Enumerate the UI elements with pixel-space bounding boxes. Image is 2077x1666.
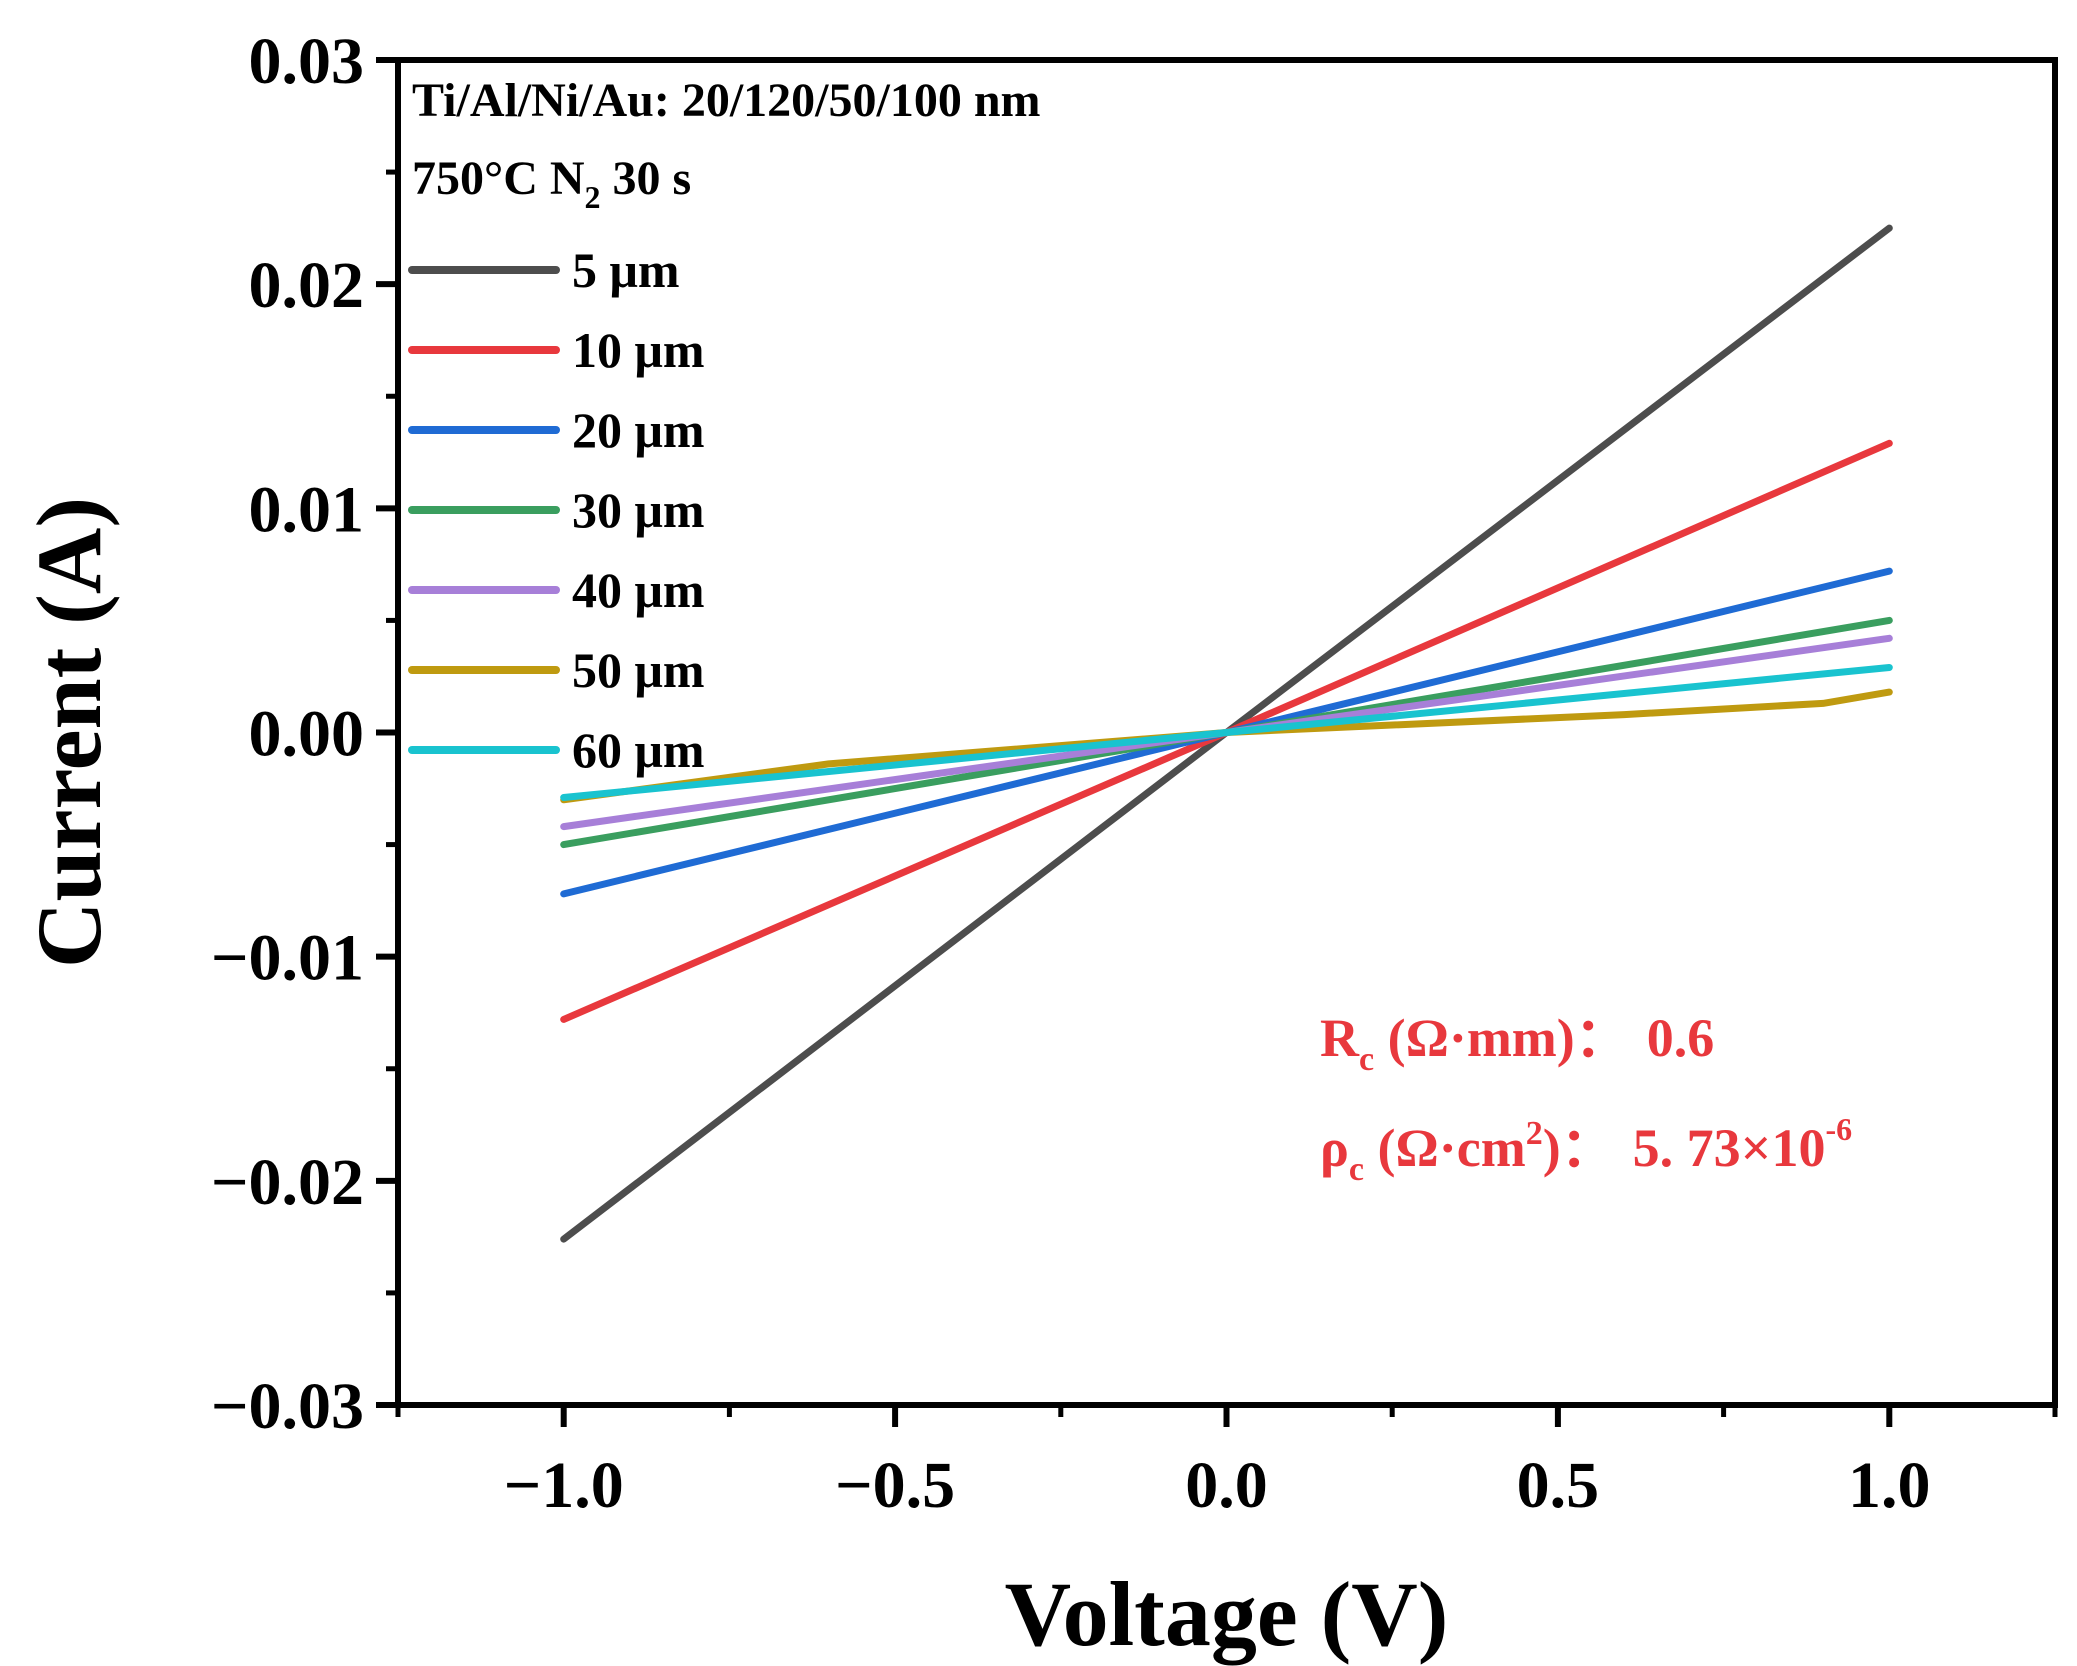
x-axis-title: Voltage (V) — [1005, 1563, 1449, 1665]
rc-unit: (Ω·mm)： — [1374, 1008, 1629, 1068]
legend-label: 60 μm — [572, 722, 705, 778]
legend-label: 20 μm — [572, 402, 705, 458]
y-axis-title: Current (A) — [18, 497, 120, 968]
x-tick-label: 0.0 — [1185, 1449, 1268, 1522]
series-line-6 — [560, 688, 1893, 804]
rho-symbol: ρ — [1320, 1118, 1349, 1178]
series-layer — [560, 224, 1893, 1243]
metal-stack-annotation: Ti/Al/Ni/Au: 20/120/50/100 nm — [412, 74, 1041, 127]
contact-resistance-annotation: Rc (Ω·mm)： 0.6 — [1320, 1008, 1714, 1078]
rho-unit: (Ω·cm — [1364, 1118, 1526, 1178]
rho-exponent: -6 — [1825, 1111, 1852, 1147]
rc-value: 0.6 — [1647, 1008, 1715, 1068]
x-tick-label: −1.0 — [504, 1449, 624, 1522]
legend-label: 30 μm — [572, 482, 705, 538]
anneal-subscript: 2 — [585, 179, 601, 215]
legend-label: 10 μm — [572, 322, 705, 378]
y-tick-label: −0.01 — [211, 922, 364, 995]
y-tick-label: 0.02 — [249, 249, 365, 322]
rho-unit-superscript: 2 — [1526, 1115, 1543, 1152]
anneal-suffix: 30 s — [601, 152, 692, 205]
x-tick-label: 1.0 — [1848, 1449, 1931, 1522]
rc-subscript: c — [1359, 1041, 1374, 1078]
rho-subscript: c — [1349, 1151, 1364, 1188]
y-tick-label: 0.03 — [249, 25, 365, 98]
y-tick-label: −0.03 — [211, 1370, 364, 1443]
legend: 5 μm 10 μm 20 μm 30 μm 40 μm 50 μm 60 μm — [408, 242, 705, 778]
anneal-annotation: 750°C N2 30 s — [412, 152, 691, 215]
specific-contact-resistivity-annotation: ρc (Ω·cm2)： 5. 73×10-6 — [1320, 1111, 1852, 1188]
rc-symbol: R — [1320, 1008, 1360, 1068]
x-tick-label: 0.5 — [1517, 1449, 1600, 1522]
series-line-7 — [560, 664, 1893, 801]
rho-value: 5. 73×10 — [1633, 1118, 1826, 1178]
plot-frame — [395, 57, 2058, 1408]
rho-unit-close: )： — [1543, 1118, 1615, 1178]
y-tick-label: 0.00 — [249, 698, 365, 771]
legend-label: 40 μm — [572, 562, 705, 618]
anneal-prefix: 750°C N — [412, 152, 585, 205]
ticks-layer: −1.0 −0.5 0.0 0.5 1.0 0.03 0.02 0.01 0.00 −0.01 −0… — [211, 25, 2058, 1522]
x-tick-label: −0.5 — [835, 1449, 955, 1522]
y-tick-label: −0.02 — [211, 1146, 364, 1219]
legend-label: 50 μm — [572, 642, 705, 698]
y-tick-label: 0.01 — [249, 473, 365, 546]
legend-label: 5 μm — [572, 242, 680, 298]
